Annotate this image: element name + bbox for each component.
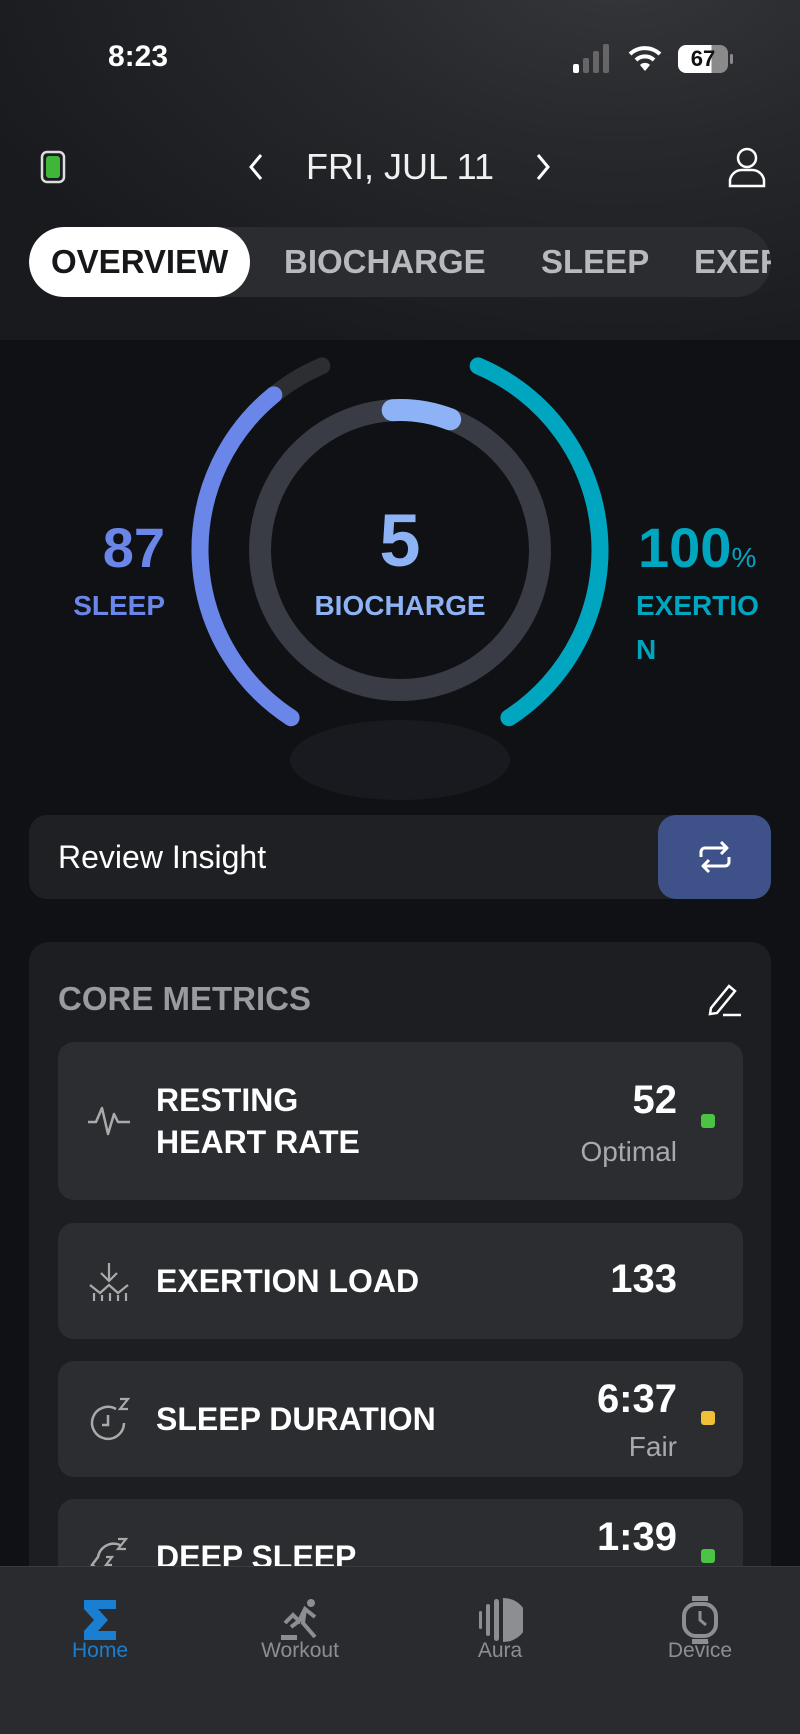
tab-exertion[interactable]: EXERTION (694, 243, 771, 280)
metric-value: 133 (610, 1257, 677, 1301)
refresh-insight-button[interactable] (658, 815, 771, 899)
exertion-load-icon (89, 1263, 129, 1301)
metric-name: RESTING (156, 1082, 299, 1118)
sleep-score: 87 (102, 516, 165, 579)
tab-overview[interactable]: OVERVIEW (29, 227, 251, 297)
metric-name-line2: HEART RATE (156, 1124, 360, 1160)
metric-value: 1:39 (596, 1515, 677, 1559)
heart-rate-icon (88, 1106, 130, 1136)
sleep-duration-icon (90, 1397, 131, 1441)
battery-indicator: 67 (678, 45, 728, 73)
date-label: FRI, JUL 11 (305, 146, 495, 187)
metric-resting-heart-rate[interactable]: RESTING HEART RATE 52 Optimal (58, 1042, 743, 1200)
metric-value: 6:37 (596, 1377, 677, 1421)
sleep-label: SLEEP (73, 590, 165, 621)
tab-biocharge[interactable]: BIOCHARGE (284, 243, 486, 280)
device-battery-icon[interactable] (40, 148, 66, 186)
nav-home[interactable]: Home (0, 1567, 200, 1662)
metric-status: Fair (628, 1431, 677, 1462)
core-metrics-title: CORE METRICS (58, 980, 312, 1017)
metric-sleep-duration[interactable]: SLEEP DURATION 6:37 Fair (58, 1361, 743, 1477)
biocharge-label: BIOCHARGE (314, 590, 486, 621)
status-dot (701, 1549, 715, 1563)
gauge (191, 357, 609, 800)
nav-workout[interactable]: Workout (200, 1567, 400, 1662)
review-insight-bar[interactable]: Review Insight (29, 815, 771, 899)
profile-icon[interactable] (727, 146, 767, 188)
sleep-arc (191, 386, 300, 727)
home-sigma-icon (84, 1600, 116, 1640)
nav-aura[interactable]: Aura (400, 1567, 600, 1662)
next-day-button[interactable] (533, 152, 553, 182)
metric-value: 52 (632, 1078, 678, 1122)
core-metrics-card: CORE METRICS RESTING HEART RATE 52 Optim… (29, 942, 771, 1642)
metric-name: EXERTION LOAD (156, 1263, 420, 1299)
review-insight-label: Review Insight (58, 839, 267, 875)
metric-status: Optimal (580, 1136, 677, 1167)
exertion-label-wrap: N (636, 634, 657, 665)
swap-arrows-icon (699, 840, 730, 874)
previous-day-button[interactable] (246, 152, 266, 182)
tab-sleep[interactable]: SLEEP (541, 243, 650, 280)
edit-pencil-icon[interactable] (705, 980, 743, 1018)
deep-sleep-icon (90, 1537, 129, 1579)
workout-runner-icon (281, 1599, 317, 1640)
metric-name: SLEEP DURATION (156, 1401, 436, 1437)
exertion-arc (469, 357, 609, 727)
biocharge-score: 5 (379, 499, 421, 582)
status-dot (701, 1411, 715, 1425)
status-time: 8:23 (108, 40, 169, 73)
status-dot (701, 1114, 715, 1128)
battery-cap (730, 54, 733, 64)
exertion-score: 100% (638, 516, 757, 579)
wifi-icon (628, 46, 662, 71)
bottom-nav: Home Workout Aura Device (0, 1566, 800, 1734)
exertion-label: EXERTIO (636, 590, 759, 621)
nav-device[interactable]: Device (600, 1567, 800, 1662)
cell-signal-icon (573, 44, 609, 73)
biocharge-arc (381, 399, 462, 431)
aura-icon (479, 1598, 527, 1642)
metric-exertion-load[interactable]: EXERTION LOAD 133 (58, 1223, 743, 1339)
tab-bar[interactable]: OVERVIEW BIOCHARGE SLEEP EXERTION (29, 227, 771, 297)
device-watch-icon (682, 1596, 718, 1644)
